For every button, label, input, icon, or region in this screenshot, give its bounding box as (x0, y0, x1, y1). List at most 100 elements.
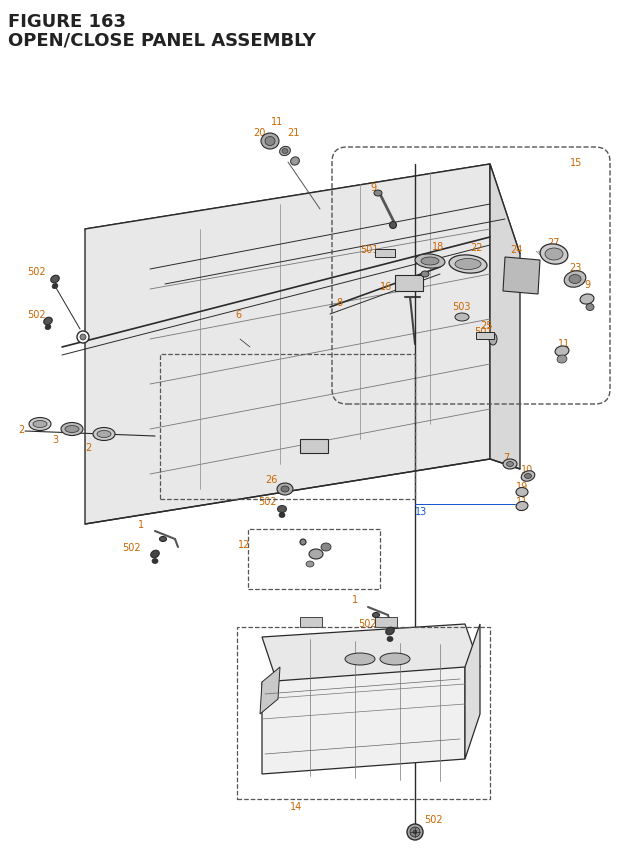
Ellipse shape (516, 488, 528, 497)
Text: 22: 22 (470, 243, 483, 253)
Ellipse shape (29, 418, 51, 431)
Ellipse shape (321, 543, 331, 551)
Ellipse shape (279, 513, 285, 518)
Ellipse shape (455, 313, 469, 322)
Bar (395, 276, 423, 292)
Ellipse shape (277, 483, 293, 495)
Text: 11: 11 (558, 338, 570, 349)
Text: 10: 10 (521, 464, 533, 474)
Text: 501: 501 (474, 326, 493, 337)
Bar (160, 355, 415, 499)
Text: 1: 1 (138, 519, 144, 530)
Text: 25: 25 (480, 320, 493, 331)
Text: 5: 5 (406, 280, 412, 289)
Text: 502: 502 (358, 618, 376, 629)
Ellipse shape (380, 653, 410, 666)
Ellipse shape (278, 506, 287, 513)
Bar (248, 530, 380, 589)
Ellipse shape (33, 421, 47, 428)
Circle shape (300, 539, 306, 545)
Text: 13: 13 (415, 506, 428, 517)
Circle shape (407, 824, 423, 840)
Bar (375, 617, 397, 628)
Ellipse shape (506, 462, 513, 467)
Text: 502: 502 (27, 310, 45, 319)
Text: 23: 23 (569, 263, 581, 273)
Bar (476, 332, 494, 339)
Ellipse shape (521, 471, 535, 481)
Polygon shape (465, 624, 480, 759)
Ellipse shape (306, 561, 314, 567)
Ellipse shape (421, 257, 439, 266)
Ellipse shape (51, 276, 60, 283)
Bar (375, 250, 395, 257)
Ellipse shape (309, 549, 323, 560)
Text: 19: 19 (516, 481, 528, 492)
Polygon shape (262, 624, 480, 682)
Text: 9: 9 (370, 183, 376, 193)
Ellipse shape (52, 284, 58, 289)
Text: 1: 1 (352, 594, 358, 604)
Ellipse shape (489, 333, 497, 345)
Ellipse shape (45, 325, 51, 331)
Text: 18: 18 (432, 242, 444, 251)
Text: 26: 26 (265, 474, 277, 485)
Ellipse shape (386, 628, 394, 635)
Text: 27: 27 (547, 238, 559, 248)
Text: 2: 2 (18, 424, 24, 435)
Polygon shape (260, 667, 280, 714)
Text: 501: 501 (360, 245, 378, 255)
Ellipse shape (540, 245, 568, 265)
Text: 7: 7 (503, 453, 509, 462)
Ellipse shape (455, 259, 481, 270)
Text: 11: 11 (271, 117, 284, 127)
Polygon shape (262, 667, 465, 774)
Polygon shape (490, 164, 520, 469)
Text: 20: 20 (253, 127, 266, 138)
Ellipse shape (372, 613, 380, 618)
Text: 8: 8 (336, 298, 342, 307)
Text: 9: 9 (584, 280, 590, 289)
Text: 14: 14 (290, 801, 302, 811)
Ellipse shape (421, 272, 429, 278)
Text: 15: 15 (570, 158, 582, 168)
Text: 2: 2 (85, 443, 92, 453)
Text: 12: 12 (238, 539, 250, 549)
Ellipse shape (503, 460, 517, 469)
Ellipse shape (557, 356, 567, 363)
Ellipse shape (555, 346, 569, 356)
Circle shape (80, 335, 86, 341)
Text: 17: 17 (422, 258, 435, 269)
Text: 502: 502 (27, 267, 45, 276)
Text: 4: 4 (310, 439, 316, 449)
Polygon shape (85, 164, 490, 524)
Ellipse shape (586, 304, 594, 311)
Ellipse shape (415, 255, 445, 269)
Text: 502: 502 (258, 497, 276, 506)
Ellipse shape (152, 559, 158, 564)
Ellipse shape (545, 249, 563, 261)
Text: 502: 502 (424, 814, 443, 824)
Ellipse shape (65, 426, 79, 433)
Bar (237, 628, 490, 799)
Ellipse shape (525, 474, 531, 479)
Polygon shape (503, 257, 540, 294)
Ellipse shape (564, 271, 586, 288)
Text: 21: 21 (287, 127, 300, 138)
Text: 502: 502 (122, 542, 141, 553)
Ellipse shape (345, 653, 375, 666)
Text: 3: 3 (52, 435, 58, 444)
Ellipse shape (281, 486, 289, 492)
Polygon shape (85, 164, 520, 319)
Bar (300, 439, 328, 454)
Ellipse shape (291, 158, 300, 166)
Ellipse shape (280, 147, 291, 157)
Text: FIGURE 163: FIGURE 163 (8, 13, 126, 31)
Ellipse shape (374, 191, 382, 197)
Ellipse shape (516, 502, 528, 511)
Ellipse shape (61, 423, 83, 436)
Circle shape (410, 827, 420, 837)
Text: 6: 6 (235, 310, 241, 319)
Text: 24: 24 (510, 245, 522, 255)
Ellipse shape (387, 637, 393, 641)
